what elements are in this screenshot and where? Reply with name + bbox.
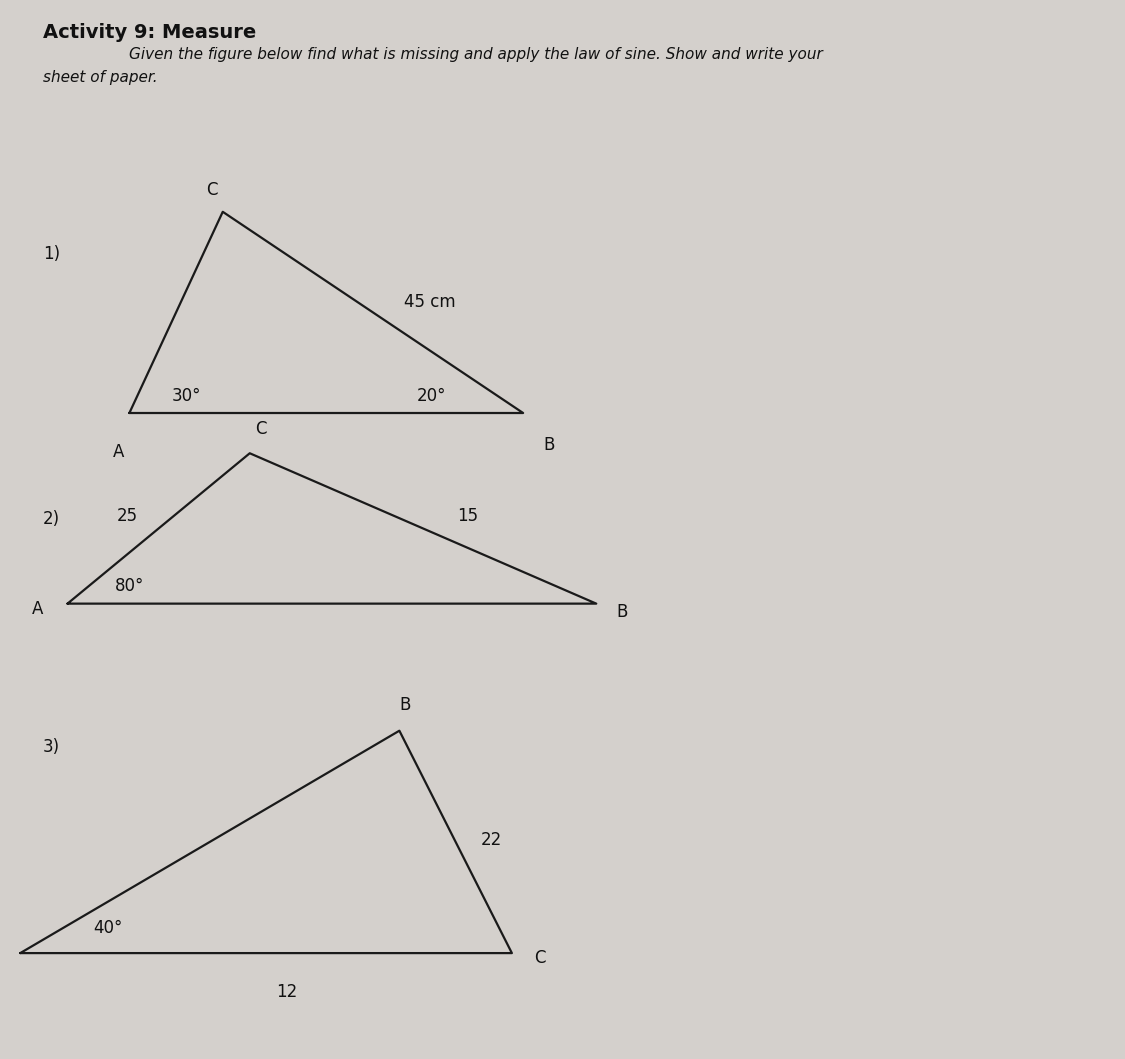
- Text: A: A: [112, 443, 124, 461]
- Text: B: B: [616, 604, 628, 621]
- Text: 2): 2): [43, 510, 60, 527]
- Text: sheet of paper.: sheet of paper.: [43, 70, 158, 85]
- Text: 40°: 40°: [93, 919, 123, 937]
- Text: 45 cm: 45 cm: [405, 293, 456, 310]
- Text: 1): 1): [43, 246, 60, 263]
- Text: C: C: [206, 181, 217, 199]
- Text: B: B: [399, 696, 411, 714]
- Text: 80°: 80°: [115, 577, 144, 595]
- Text: A: A: [32, 600, 43, 617]
- Text: 25: 25: [117, 507, 138, 524]
- Text: 20°: 20°: [416, 387, 446, 405]
- Text: Given the figure below find what is missing and apply the law of sine. Show and : Given the figure below find what is miss…: [129, 47, 824, 61]
- Text: 12: 12: [276, 983, 297, 1001]
- Text: 3): 3): [43, 738, 60, 755]
- Text: B: B: [543, 436, 555, 454]
- Text: 30°: 30°: [172, 387, 201, 405]
- Text: Activity 9: Measure: Activity 9: Measure: [43, 23, 256, 42]
- Text: C: C: [534, 950, 546, 967]
- Text: C: C: [255, 420, 267, 438]
- Text: 22: 22: [480, 831, 502, 848]
- Text: 15: 15: [457, 507, 478, 524]
